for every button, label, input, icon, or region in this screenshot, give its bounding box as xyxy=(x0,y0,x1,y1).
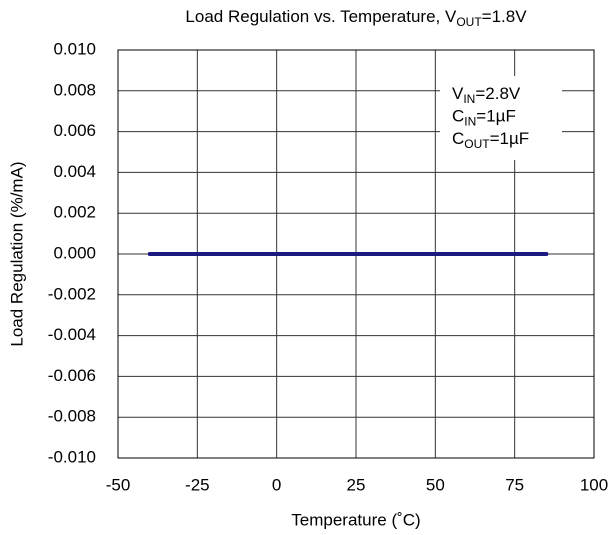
y-tick-label: -0.004 xyxy=(48,325,96,344)
x-tick-label: 25 xyxy=(347,475,366,494)
text-part: C xyxy=(452,107,464,126)
annotation: VIN=2.8V xyxy=(452,84,521,106)
text-part: Load Regulation vs. Temperature, V xyxy=(185,7,457,26)
x-axis-label: Temperature (˚C) xyxy=(291,510,420,529)
chart-title: Load Regulation vs. Temperature, VOUT=1.… xyxy=(185,7,527,29)
x-tick-label: -50 xyxy=(106,475,131,494)
y-tick-label: -0.008 xyxy=(48,407,96,426)
text-part: =1µF xyxy=(476,107,516,126)
text-part: =1µF xyxy=(490,129,530,148)
y-axis-label: Load Regulation (%/mA) xyxy=(7,161,26,346)
annotation-box xyxy=(440,76,562,160)
subscript: IN xyxy=(463,92,475,106)
subscript: OUT xyxy=(464,137,490,151)
y-tick-label: 0.000 xyxy=(53,243,96,262)
text-part: C xyxy=(452,129,464,148)
annotation: CIN=1µF xyxy=(452,107,516,129)
plot-frame xyxy=(117,49,595,459)
x-tick-label: 0 xyxy=(272,475,281,494)
x-tick-label: 50 xyxy=(426,475,445,494)
annotation: COUT=1µF xyxy=(452,129,529,151)
y-tick-label: -0.006 xyxy=(48,366,96,385)
y-tick-label: 0.010 xyxy=(53,39,96,58)
text-part: =2.8V xyxy=(475,84,521,103)
subscript: IN xyxy=(464,115,476,129)
y-tick-label: 0.008 xyxy=(53,80,96,99)
x-tick-label: -25 xyxy=(185,475,210,494)
y-tick-label: -0.002 xyxy=(48,284,96,303)
x-tick-label: 100 xyxy=(580,475,608,494)
subscript: OUT xyxy=(456,15,482,29)
y-tick-label: -0.010 xyxy=(48,447,96,466)
y-tick-label: 0.006 xyxy=(53,121,96,140)
x-tick-label: 75 xyxy=(505,475,524,494)
text-part: =1.8V xyxy=(482,7,528,26)
text-part: V xyxy=(452,84,464,103)
y-tick-label: 0.004 xyxy=(53,162,96,181)
y-tick-label: 0.002 xyxy=(53,203,96,222)
